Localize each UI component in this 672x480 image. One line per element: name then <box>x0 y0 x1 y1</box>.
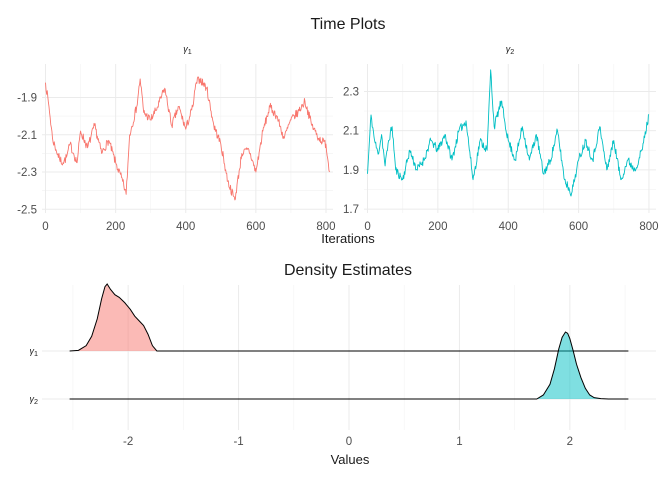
bottom-xaxis-title: Values <box>331 452 370 467</box>
marks-layer <box>45 69 650 400</box>
top-title: Time Plots <box>311 16 386 33</box>
y-tick-label: -2.1 <box>17 130 37 142</box>
x-tick-label: 600 <box>246 221 265 233</box>
x-tick-label: 600 <box>569 221 588 233</box>
x-tick-label: 0 <box>364 221 370 233</box>
text-layer: Time Plots Density Estimates Iterations … <box>17 16 658 467</box>
category-label-γ1: γ1 <box>30 346 39 358</box>
x-tick-label: 800 <box>639 221 658 233</box>
category-label-γ2: γ2 <box>30 394 39 406</box>
density-outline-gamma1 <box>69 283 629 352</box>
x-tick-label: 0 <box>346 436 352 448</box>
density-fill-gamma1 <box>69 284 157 351</box>
top-xaxis-title: Iterations <box>321 231 375 246</box>
y-tick-label: 1.9 <box>343 165 359 177</box>
x-tick-label: 400 <box>176 221 195 233</box>
x-tick-label: 400 <box>499 221 518 233</box>
y-tick-label: -2.5 <box>17 204 37 216</box>
y-tick-label: -2.3 <box>17 167 37 179</box>
y-tick-label: 2.1 <box>343 126 359 138</box>
y-tick-label: 1.7 <box>343 204 359 216</box>
x-tick-label: 200 <box>106 221 125 233</box>
x-tick-label: 0 <box>42 221 48 233</box>
density-fill-gamma2 <box>536 332 609 399</box>
x-tick-label: -2 <box>123 436 133 448</box>
trace-line-gamma2 <box>367 69 650 197</box>
y-tick-label: 2.3 <box>343 86 359 98</box>
panel-title-γ1: γ1 <box>183 44 192 56</box>
x-tick-label: 200 <box>428 221 447 233</box>
bottom-title: Density Estimates <box>284 262 412 279</box>
x-tick-label: -1 <box>233 436 243 448</box>
x-tick-label: 1 <box>456 436 462 448</box>
trace-line-gamma1 <box>45 76 330 201</box>
panel-title-γ2: γ2 <box>506 44 515 56</box>
y-tick-label: -1.9 <box>17 93 37 105</box>
density-outline-gamma2 <box>69 331 629 400</box>
x-tick-label: 800 <box>316 221 335 233</box>
x-tick-label: 2 <box>567 436 573 448</box>
